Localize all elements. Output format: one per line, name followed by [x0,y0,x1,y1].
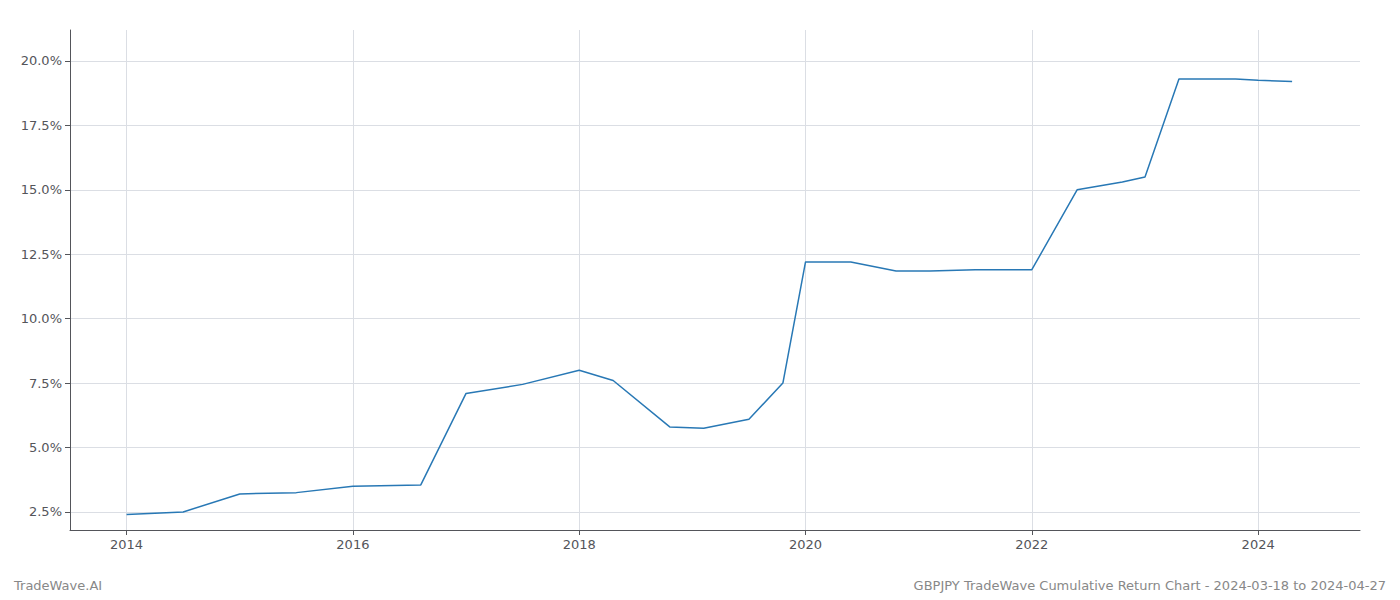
svg-text:2014: 2014 [110,537,143,552]
svg-text:15.0%: 15.0% [21,182,62,197]
svg-text:2.5%: 2.5% [29,504,62,519]
svg-text:7.5%: 7.5% [29,376,62,391]
svg-text:12.5%: 12.5% [21,247,62,262]
svg-text:17.5%: 17.5% [21,118,62,133]
svg-text:2022: 2022 [1015,537,1048,552]
svg-text:10.0%: 10.0% [21,311,62,326]
svg-text:2016: 2016 [336,537,369,552]
svg-text:2024: 2024 [1242,537,1275,552]
svg-text:5.0%: 5.0% [29,440,62,455]
svg-text:GBPJPY TradeWave Cumulative Re: GBPJPY TradeWave Cumulative Return Chart… [914,578,1386,593]
svg-text:2020: 2020 [789,537,822,552]
svg-text:TradeWave.AI: TradeWave.AI [13,578,102,593]
svg-text:2018: 2018 [563,537,596,552]
svg-text:20.0%: 20.0% [21,53,62,68]
